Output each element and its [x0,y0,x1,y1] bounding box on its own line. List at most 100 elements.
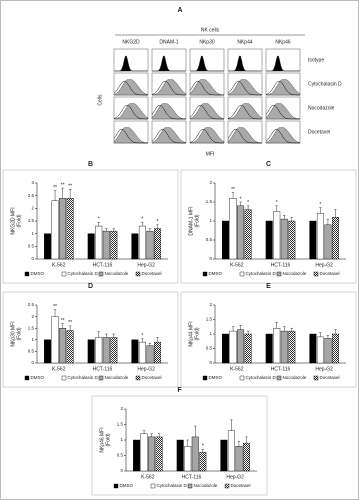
y-tick-label: 0.5 [28,244,35,249]
x-tick-label: HCT-116 [271,366,291,372]
bar [110,230,118,260]
x-tick-label: Hep-G2 [315,262,333,268]
row-label: Docetaxel [308,129,330,135]
column-label: DNAM-1 [159,39,178,45]
row-label: Isotype [308,57,324,63]
significance: * [247,200,249,206]
histogram [189,79,225,96]
legend-label: Cytochalasin D [246,271,277,276]
y-axis-unit: (Fold) [16,327,22,340]
bar [184,446,192,472]
bar [242,442,250,472]
legend-swatch [239,375,245,381]
bar [309,333,317,364]
bar [288,330,296,364]
x-tick-label: HCT-116 [93,262,113,268]
y-tick-label: 2 [209,180,212,185]
legend-label: DMSO [31,271,45,276]
legend-label: DMSO [120,483,134,488]
significance: ** [68,320,72,326]
bar [265,333,273,364]
y-tick-label: 2 [31,314,34,319]
legend-label: Docetaxel [320,375,340,380]
histogram-outline [189,104,224,120]
histogram [113,103,149,120]
bar [138,225,146,260]
column-label: NKG2D [122,39,140,45]
histogram-outline [151,104,186,120]
bar [176,439,184,472]
significance: * [319,202,321,208]
bar [95,225,103,260]
bar [131,339,139,364]
legend-label: Nocodazole [283,375,307,380]
y-axis-unit: (Fold) [105,433,111,446]
histogram [228,55,262,72]
y-tick-label: 0 [31,360,34,365]
legend-label: Cytochalasin D [246,375,277,380]
panel-label: C [266,161,271,168]
bar [153,228,161,260]
y-tick-label: 0.5 [206,237,213,242]
y-tick-label: 0 [209,256,212,261]
bar [102,230,110,260]
y-tick-label: 0.5 [28,349,35,354]
histogram [151,103,187,120]
panel-label: A [177,7,182,14]
bar [331,216,339,260]
bar [44,339,52,364]
legend-label: Nocodazole [283,271,307,276]
legend-swatch [98,375,104,381]
significance: ** [61,318,65,324]
bar [331,333,339,364]
histogram-outline [227,128,262,144]
legend-swatch [24,375,30,381]
histogram [227,127,263,144]
y-tick-label: 1 [31,337,34,342]
significance: * [98,217,100,223]
row-label: Nocodazole [308,105,335,111]
legend-swatch [61,271,67,277]
bar [140,433,148,472]
histogram [151,79,187,96]
legend-label: Docetaxel [142,375,162,380]
legend-swatch [113,483,119,489]
bar [59,328,67,364]
panel-border [91,395,268,496]
legend-swatch [313,375,319,381]
y-tick-label: 1 [31,231,34,236]
panel-label: F [177,387,182,394]
histogram [189,127,225,144]
bar [87,233,95,260]
x-tick-label: K-562 [230,366,244,372]
histogram-outline [265,128,300,144]
histogram-outline [227,104,262,120]
bar [222,333,230,364]
legend-swatch [224,483,230,489]
histogram-outline [189,80,224,96]
bar [324,338,332,364]
significance: * [202,444,204,450]
histogram-frame [189,48,225,72]
legend-label: Docetaxel [142,271,162,276]
histogram-outline [151,80,186,96]
histogram [227,103,263,120]
significance: * [156,219,158,225]
bar [131,233,139,260]
y-tick-label: 1.5 [206,317,213,322]
significance: ** [68,184,72,190]
legend-swatch [24,271,30,277]
panel-border [2,169,179,284]
y-axis-unit: (Fold) [194,327,200,340]
y-tick-label: 2.5 [28,193,35,198]
histogram-outline [227,80,262,96]
histogram-frame [265,48,301,72]
bar [153,341,161,364]
y-tick-label: 1 [120,437,123,442]
y-tick-label: 0 [120,468,123,473]
bar [273,328,281,364]
significance: ** [53,304,57,310]
y-tick-label: 2 [31,206,34,211]
bar [265,220,273,260]
y-tick-label: 0 [209,360,212,365]
